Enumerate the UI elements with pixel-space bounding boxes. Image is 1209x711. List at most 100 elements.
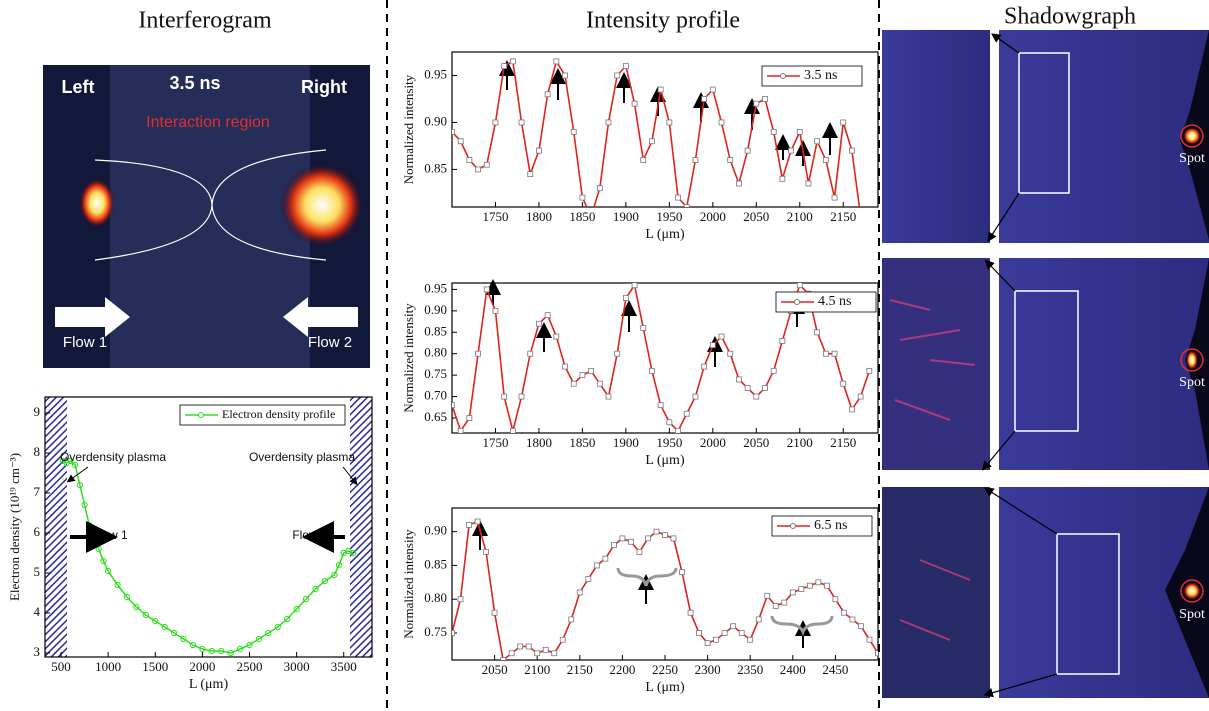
- x-tick-label: 1900: [613, 435, 639, 450]
- interferogram-image: [43, 65, 370, 368]
- marker: [640, 157, 647, 163]
- x-tick-label: 1750: [482, 435, 508, 450]
- marker: [544, 91, 551, 98]
- plot-frame: [451, 282, 879, 434]
- y-tick-label: 0.65: [424, 409, 447, 424]
- marker: [806, 582, 813, 589]
- marker: [605, 393, 612, 400]
- marker: [738, 630, 745, 636]
- marker: [701, 96, 708, 102]
- marker: [551, 650, 558, 657]
- marker: [779, 175, 786, 182]
- x-tick-label: 2100: [787, 435, 813, 450]
- y-tick-label: 0.95: [424, 66, 447, 81]
- marker: [841, 609, 847, 616]
- marker: [735, 376, 742, 383]
- series-line: [452, 520, 878, 660]
- marker: [692, 157, 699, 163]
- annotation: Overdensity plasma: [60, 450, 166, 464]
- marker: [718, 333, 725, 340]
- marker: [679, 569, 685, 576]
- hatch-region: [350, 397, 372, 657]
- marker: [588, 367, 595, 374]
- marker: [457, 138, 464, 145]
- marker: [788, 147, 794, 154]
- marker: [570, 380, 577, 387]
- x-tick-label: 2300: [695, 662, 721, 677]
- marker: [683, 410, 690, 417]
- marker: [605, 119, 612, 126]
- marker: [649, 138, 655, 145]
- braces: [616, 567, 834, 637]
- spot-label: Spot: [1179, 375, 1205, 390]
- marker: [636, 549, 643, 555]
- marker: [542, 646, 549, 653]
- marker: [610, 542, 617, 549]
- marker: [579, 194, 586, 201]
- x-tick-label: 2050: [743, 209, 769, 224]
- marker: [666, 419, 673, 426]
- x-tick-label: 2000: [189, 659, 215, 674]
- marker: [544, 312, 551, 319]
- marker: [123, 593, 131, 601]
- panel-title: Intensity profile: [586, 8, 740, 34]
- marker: [180, 635, 187, 643]
- marker: [161, 623, 168, 631]
- marker: [105, 567, 112, 575]
- marker: [721, 630, 728, 636]
- marker: [501, 63, 508, 69]
- series-line: [62, 460, 354, 654]
- marker: [857, 393, 864, 400]
- marker: [772, 603, 779, 609]
- marker: [509, 58, 516, 65]
- marker: [814, 138, 821, 145]
- marker: [576, 589, 583, 596]
- marker: [255, 635, 263, 643]
- marker: [858, 623, 864, 630]
- x-tick-label: 1900: [613, 209, 639, 224]
- x-tick-label: 1800: [526, 435, 552, 450]
- marker: [517, 643, 524, 650]
- x-tick-label: 2200: [609, 662, 635, 677]
- marker: [536, 320, 542, 327]
- marker: [218, 647, 225, 655]
- marker: [227, 649, 234, 657]
- marker: [350, 549, 357, 557]
- y-axis-label: Normalized intensity: [401, 303, 416, 413]
- marker: [798, 586, 805, 592]
- y-tick-label: 4: [34, 604, 41, 619]
- marker: [649, 367, 655, 374]
- marker: [822, 157, 829, 163]
- marker: [858, 214, 863, 219]
- panel-title: Interferogram: [138, 8, 272, 34]
- x-tick-label: 1850: [569, 435, 595, 450]
- marker: [744, 147, 751, 154]
- x-tick-label: 1850: [569, 209, 595, 224]
- y-tick-label: 8: [34, 444, 41, 459]
- x-tick-label: 2150: [567, 662, 593, 677]
- marker: [831, 350, 838, 357]
- marker: [293, 605, 300, 613]
- marker: [727, 157, 734, 163]
- legend-label: 3.5 ns: [804, 68, 837, 83]
- marker: [666, 119, 673, 126]
- marker: [622, 295, 629, 301]
- marker: [704, 640, 711, 647]
- marker: [713, 636, 720, 643]
- marker: [562, 363, 568, 370]
- marker: [849, 147, 855, 154]
- marker: [302, 595, 310, 603]
- marker: [335, 561, 343, 569]
- marker: [483, 161, 490, 168]
- marker: [805, 180, 812, 187]
- marker: [321, 577, 328, 585]
- marker: [525, 643, 532, 650]
- marker: [796, 283, 803, 289]
- marker: [152, 617, 159, 625]
- image-label: 3.5 ns: [169, 73, 220, 93]
- marker: [614, 350, 621, 357]
- marker: [501, 393, 508, 400]
- marker: [500, 657, 507, 660]
- marker: [568, 616, 575, 623]
- x-tick-label: 2100: [787, 209, 813, 224]
